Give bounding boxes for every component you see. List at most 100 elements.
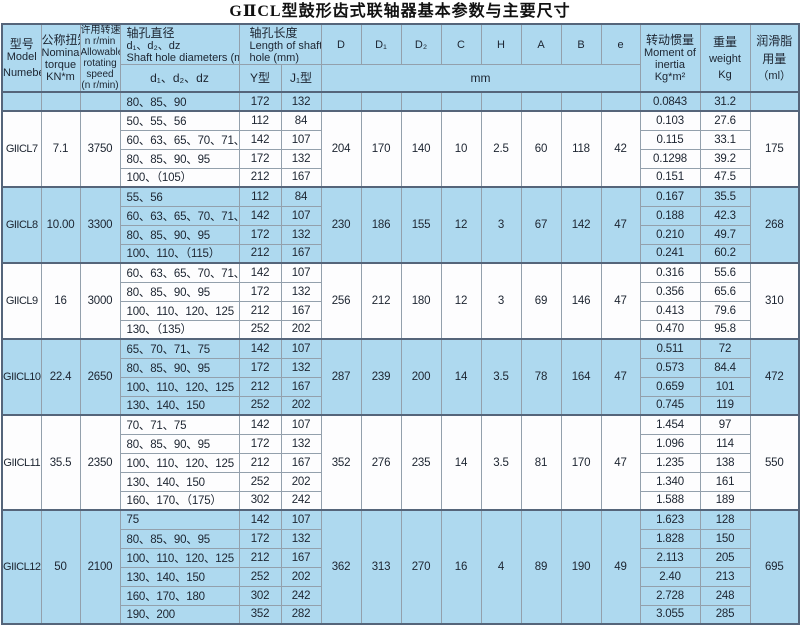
col-header-B: B [560,23,602,66]
inertia-cell: 0.511 [639,338,701,359]
table-row: GIICL8 10.00 3300 55、56 112 84 230 186 155 12 3 67 1… [1,186,800,264]
torque-cell: 50 [40,509,81,625]
table-row: 190、200 352 282 3.055 285 [2,604,799,625]
weight-cell: 101 [699,376,751,397]
h-cell: 2.5 [480,110,522,188]
j1-length-cell: 167 [280,547,322,568]
b-cell: 146 [560,262,602,340]
y-length-cell: 302 [238,490,282,511]
y-length-cell: 252 [238,395,282,416]
grease-cell: 268 [749,186,800,264]
j1-length-cell: 167 [280,243,322,264]
d-cell: 352 [320,414,362,511]
diameters-cell: 130、140、150 [119,566,240,587]
weight-cell: 128 [699,509,751,530]
d1-cell: 276 [360,414,402,511]
torque-cell: 35.5 [40,414,81,511]
grease-cell: 550 [749,414,800,511]
j1-length-cell: 242 [280,585,322,606]
y-length-cell: 212 [238,243,282,264]
diameters-cell: 55、56 [119,186,240,207]
col-header-weight: 重量 weight Kg [699,23,751,93]
inertia-cell: 1.235 [639,452,701,473]
col-header-shaft-diameters: 轴孔直径 d₁、d₂、dz Shaft hole diameters (mm) [119,23,240,66]
weight-cell: 33.1 [699,129,751,150]
d1-cell: 313 [360,509,402,625]
inertia-cell: 0.167 [639,186,701,207]
d-cell: 362 [320,509,362,625]
speed-cell: 3000 [79,262,121,340]
speed-cell: 3750 [79,110,121,188]
diameters-cell: 80、85、90、95 [119,528,240,549]
a-cell: 81 [520,414,562,511]
table-row: 160、170、180 302 242 2.728 248 [2,585,799,606]
table-row: 130、140、150 252 202 0.745 119 [2,395,799,416]
j1-length-cell: 84 [280,110,322,131]
diameters-cell: 80、85、90、95 [119,224,240,245]
c-cell: 12 [440,186,482,264]
inertia-cell: 0.115 [639,129,701,150]
inertia-cell: 0.413 [639,300,701,321]
e-cell: 47 [600,414,641,511]
a-cell: 69 [520,262,562,340]
h-cell [480,91,522,112]
j1-length-cell: 132 [280,357,322,378]
diameters-cell: 70、71、75 [119,414,240,435]
weight-cell: 42.3 [699,205,751,226]
d2-cell: 140 [400,110,442,188]
a-cell: 60 [520,110,562,188]
c-cell: 10 [440,110,482,188]
weight-cell: 285 [699,604,751,625]
j1-length-cell: 84 [280,186,322,207]
col-header-torque: 公称扭矩 Nominal torque KN*m [40,23,81,93]
diameters-cell: 60、63、65、70、71、75 [119,205,240,226]
y-length-cell: 212 [238,452,282,473]
inertia-cell: 0.659 [639,376,701,397]
j1-length-cell: 132 [280,433,322,454]
j1-length-cell: 107 [280,414,322,435]
diameters-cell: 190、200 [119,604,240,625]
weight-cell: 97 [699,414,751,435]
table-row: 130、140、150 252 202 1.340 161 [2,471,799,492]
weight-cell: 35.5 [699,186,751,207]
weight-cell: 65.6 [699,281,751,302]
weight-cell: 79.6 [699,300,751,321]
inertia-cell: 1.623 [639,509,701,530]
table-row: GIICL10 22.4 2650 65、70、71、75 142 107 287 239 20… [1,338,800,416]
diameters-cell: 80、85、90、95 [119,148,240,169]
d2-cell: 200 [400,338,442,416]
j1-length-cell: 107 [280,338,322,359]
weight-cell: 95.8 [699,319,751,340]
a-cell: 89 [520,509,562,625]
d1-cell: 239 [360,338,402,416]
y-length-cell: 352 [238,604,282,625]
h-cell: 3.5 [480,338,522,416]
e-cell: 47 [600,262,641,340]
j1-length-cell: 202 [280,471,322,492]
col-header-C: C [440,23,482,66]
d2-cell: 270 [400,509,442,625]
e-cell: 49 [600,509,641,625]
weight-cell: 55.6 [699,262,751,283]
col-header-H: H [480,23,522,66]
j1-length-cell: 167 [280,300,322,321]
d2-cell: 235 [400,414,442,511]
j1-length-cell: 132 [280,281,322,302]
table-row: 80、85、90 172 132 0.0843 31.2 [1,91,800,112]
d-cell [320,91,362,112]
h-cell: 4 [480,509,522,625]
y-length-cell: 212 [238,376,282,397]
a-cell: 67 [520,186,562,264]
inertia-cell: 0.470 [639,319,701,340]
inertia-cell: 0.241 [639,243,701,264]
subheader-y-type: Y型 [238,64,282,94]
y-length-cell: 142 [238,205,282,226]
diameters-cell: 100、110、（115） [119,243,240,264]
y-length-cell: 212 [238,547,282,568]
speed-cell: 2100 [79,509,121,625]
h-cell: 3.5 [480,414,522,511]
y-length-cell: 172 [238,433,282,454]
model-cell: GIICL7 [1,110,42,188]
torque-cell: 7.1 [40,110,81,188]
